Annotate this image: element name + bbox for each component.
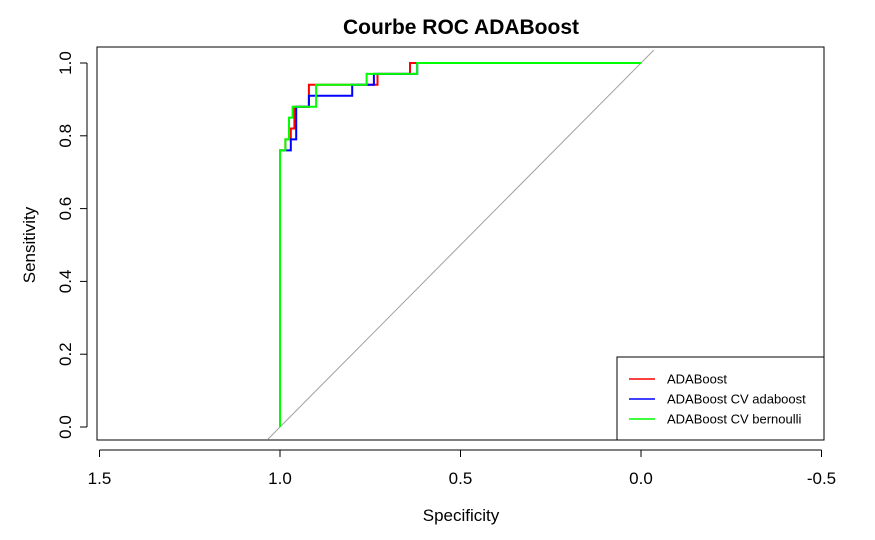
x-tick-label: 0.5: [449, 469, 473, 488]
legend-label: ADABoost: [667, 372, 727, 387]
legend-label: ADABoost CV adaboost: [667, 392, 806, 407]
x-tick-label: 0.0: [629, 469, 653, 488]
x-axis-label: Specificity: [423, 506, 500, 525]
y-tick-label: 0.0: [56, 415, 75, 439]
y-axis-label: Sensitivity: [20, 206, 39, 283]
y-tick-label: 0.4: [56, 270, 75, 294]
y-tick-label: 0.8: [56, 124, 75, 148]
x-axis: 1.5 1.0 0.5 0.0 -0.5: [88, 449, 836, 488]
legend-label: ADABoost CV bernoulli: [667, 412, 802, 427]
series-layer: [279, 62, 641, 427]
plot-frame: [96, 46, 825, 441]
y-tick-label: 0.2: [56, 342, 75, 366]
series-line-3: [279, 62, 641, 427]
x-tick-label: 1.0: [268, 469, 292, 488]
legend: ADABoost ADABoost CV adaboost ADABoost CV …: [616, 356, 825, 441]
reference-diagonal: [267, 49, 654, 441]
y-axis: 0.0 0.2 0.4 0.6 0.8 1.0: [56, 51, 88, 439]
y-tick-label: 0.6: [56, 197, 75, 221]
chart-title: Courbe ROC ADABoost: [343, 16, 579, 39]
x-tick-label: 1.5: [88, 469, 112, 488]
y-tick-label: 1.0: [56, 51, 75, 75]
x-tick-label: -0.5: [807, 469, 836, 488]
reference-line: [267, 49, 654, 441]
